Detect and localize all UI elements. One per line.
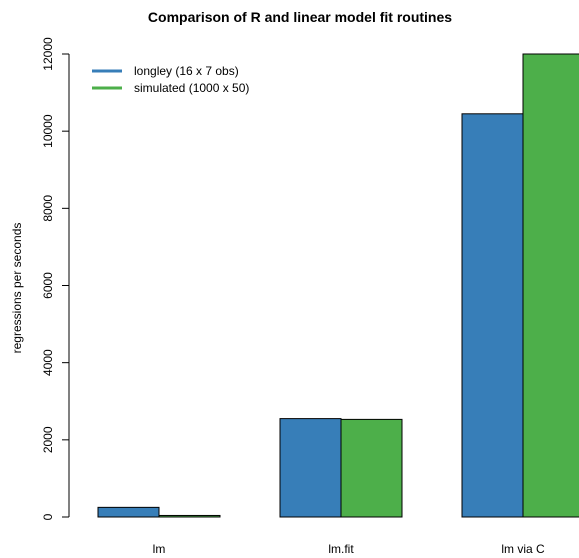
- legend-label: longley (16 x 7 obs): [134, 64, 239, 78]
- y-tick-label: 4000: [41, 349, 55, 376]
- y-axis-label: regressions per seconds: [10, 223, 24, 354]
- y-tick-label: 8000: [41, 195, 55, 222]
- x-tick-label: lm.fit: [328, 542, 354, 556]
- bar: [279, 418, 342, 518]
- x-axis-labels: lm lm.fit lm via C: [153, 542, 545, 556]
- chart-title: Comparison of R and linear model fit rou…: [148, 9, 452, 25]
- bar: [461, 113, 524, 518]
- legend-label: simulated (1000 x 50): [134, 81, 249, 95]
- y-tick-label: 10000: [41, 114, 55, 148]
- bars: [97, 53, 579, 518]
- bar: [340, 418, 403, 518]
- bar: [158, 514, 221, 518]
- y-tick-label: 2000: [41, 426, 55, 453]
- x-tick-label: lm: [153, 542, 166, 556]
- x-tick-label: lm via C: [501, 542, 545, 556]
- y-axis: 0 2000 4000 6000 8000 10000 12000: [41, 37, 70, 520]
- y-tick-label: 6000: [41, 272, 55, 299]
- bar: [97, 506, 160, 518]
- y-tick-label: 12000: [41, 37, 55, 71]
- bar: [522, 53, 579, 518]
- y-tick-label: 0: [41, 513, 55, 520]
- legend: longley (16 x 7 obs) simulated (1000 x 50…: [92, 64, 249, 95]
